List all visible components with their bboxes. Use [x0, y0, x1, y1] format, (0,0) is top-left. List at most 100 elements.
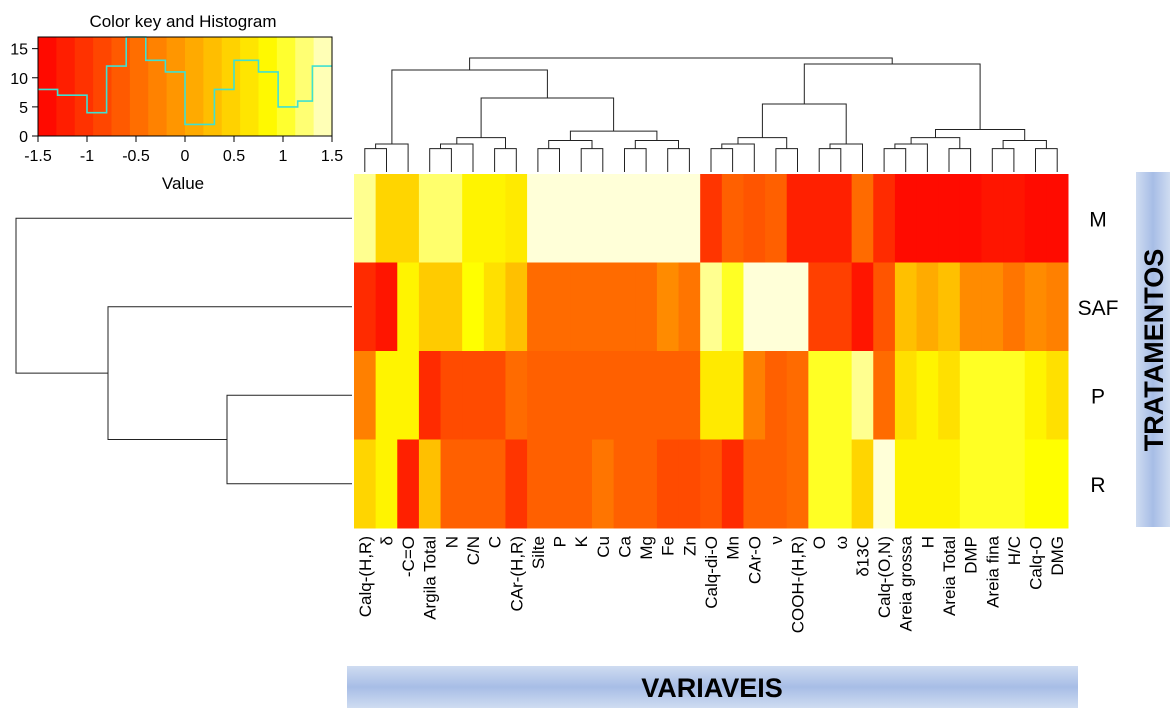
- color-key-band: [166, 37, 186, 136]
- column-label: Areia Total: [940, 536, 959, 616]
- color-key-x-tick-label: 0.5: [223, 148, 245, 165]
- heatmap-cell: [505, 351, 528, 440]
- heatmap-cell: [1024, 439, 1047, 529]
- heatmap-cell: [700, 262, 723, 352]
- heatmap-cell: [1046, 174, 1069, 263]
- heatmap-cell: [938, 351, 961, 440]
- heatmap-cell: [678, 174, 701, 263]
- column-dendrogram-branch: [737, 137, 788, 149]
- heatmap-cell: [916, 262, 939, 352]
- heatmap-cell: [786, 174, 809, 263]
- color-key-y-tick-label: 0: [19, 129, 28, 146]
- row-dendrogram-branch: [226, 394, 352, 485]
- heatmap-cell: [1046, 351, 1069, 440]
- column-label: CAr-(H,R): [507, 536, 526, 612]
- heatmap-cell: [613, 351, 636, 440]
- xlabel-banner-text: VARIAVEIS: [641, 673, 783, 703]
- column-dendrogram-branch: [569, 130, 658, 141]
- heatmap-cell: [1046, 262, 1069, 352]
- heatmap-cell: [635, 351, 658, 440]
- heatmap-cell: [1024, 262, 1047, 352]
- color-key-band: [185, 37, 204, 136]
- heatmap-cell: [700, 439, 723, 529]
- heatmap-cell: [830, 439, 853, 529]
- heatmap-cell: [375, 439, 398, 529]
- heatmap-cell: [483, 262, 506, 352]
- heatmap-cell: [375, 351, 398, 440]
- color-key-band: [258, 37, 278, 136]
- heatmap-cell: [354, 174, 377, 263]
- heatmap-cell: [548, 174, 571, 263]
- heatmap-cell: [527, 174, 550, 263]
- heatmap-cell: [873, 174, 896, 263]
- heatmap-cell: [462, 351, 485, 440]
- row-labels: M SAF P R: [1078, 208, 1119, 496]
- heatmap-cell: [375, 174, 398, 263]
- heatmap-cell: [765, 174, 788, 263]
- heatmap-cell: [851, 439, 874, 529]
- heatmap-cell: [743, 439, 766, 529]
- color-key-band: [148, 37, 168, 136]
- heatmap-cell: [808, 262, 831, 352]
- color-key-band: [111, 37, 131, 136]
- heatmap-cell: [505, 174, 528, 263]
- heatmap-cell: [613, 439, 636, 529]
- heatmap-cell: [656, 262, 680, 352]
- heatmap-cell: [397, 351, 420, 440]
- heatmap-cell: [808, 439, 831, 529]
- color-key-band: [56, 37, 76, 136]
- heatmap-cell: [548, 439, 571, 529]
- column-dendrogram-branch: [991, 148, 1015, 172]
- column-label: H/C: [1005, 536, 1024, 565]
- heatmap-cell: [462, 174, 485, 263]
- heatmap-cell: [743, 174, 766, 263]
- tratamentos-banner: TRATAMENTOS: [1136, 172, 1170, 527]
- heatmap-cell: [483, 439, 506, 529]
- heatmap-cell: [916, 174, 939, 263]
- heatmap-cell: [635, 439, 658, 529]
- column-dendrogram-branch: [456, 137, 506, 149]
- heatmap-cell: [700, 174, 723, 263]
- column-dendrogram-branch: [1035, 148, 1058, 172]
- column-labels: Calq-(H,R) δ -C=O Argila Total N C/N C CAr-(H,R…: [356, 535, 1067, 633]
- heatmap-cell: [721, 262, 744, 352]
- heatmap-cell: [938, 262, 961, 352]
- heatmap-cell: [505, 262, 528, 352]
- column-dendrogram: [364, 57, 1058, 172]
- column-dendrogram-branch: [469, 57, 893, 70]
- heatmap-cell: [786, 351, 809, 440]
- heatmap-cell: [1024, 351, 1047, 440]
- column-dendrogram-branch: [667, 148, 690, 172]
- color-key-band: [221, 37, 241, 136]
- color-key-y-tick-label: 15: [10, 42, 28, 59]
- color-key-x-tick-label: -1: [80, 148, 94, 165]
- heatmap-cell: [1003, 262, 1026, 352]
- heatmap-cell: [354, 439, 377, 529]
- heatmap-cell: [743, 351, 766, 440]
- color-key-x-axis: -1.5 -1 -0.5 0 0.5 1 1.5: [24, 136, 343, 165]
- column-dendrogram-branch: [624, 148, 647, 172]
- variaveis-banner: VARIAVEIS: [347, 666, 1078, 708]
- column-label: P: [551, 536, 570, 547]
- column-label: Calq-(O,N): [875, 536, 894, 618]
- heatmap-cell: [656, 439, 680, 529]
- column-label: H: [918, 536, 937, 548]
- column-label: DMG: [1048, 536, 1067, 576]
- heatmap-cell: [1046, 439, 1069, 529]
- color-key-x-tick-label: -1.5: [24, 148, 52, 165]
- column-label: Cu: [594, 536, 613, 558]
- column-label: DMP: [962, 536, 981, 574]
- column-label: -C=O: [399, 536, 418, 577]
- heatmap-cell: [592, 439, 615, 529]
- heatmap-cell: [981, 262, 1004, 352]
- heatmap-cells: [354, 174, 1069, 529]
- column-label: Fe: [659, 536, 678, 556]
- column-dendrogram-branch: [580, 148, 604, 172]
- heatmap-cell: [570, 262, 593, 352]
- heatmap-cell: [830, 174, 853, 263]
- heatmap-cell: [440, 262, 463, 352]
- heatmap-cell: [873, 262, 896, 352]
- heatmap-cell: [483, 174, 506, 263]
- color-key-y-tick-label: 10: [10, 71, 28, 88]
